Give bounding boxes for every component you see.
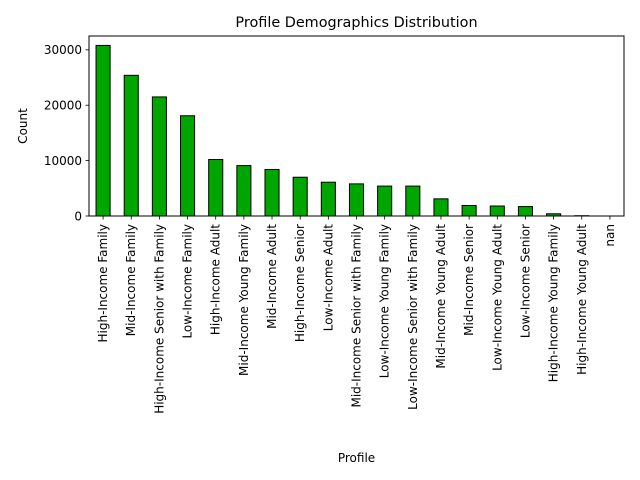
- x-axis-label: Profile: [338, 451, 375, 465]
- chart-title: Profile Demographics Distribution: [235, 15, 477, 31]
- y-axis-label: Count: [16, 108, 30, 144]
- x-axis-ticks: High-Income Family Mid-Income Family High-…: [96, 216, 617, 414]
- bar: [489, 205, 505, 217]
- x-tick-label: Low-Income Adult: [321, 224, 335, 331]
- x-tick-label: Mid-Income Adult: [265, 224, 279, 329]
- bar: [180, 115, 196, 217]
- x-tick-label: Low-Income Family: [181, 224, 195, 339]
- bar: [517, 206, 533, 217]
- x-tick-label: High-Income Family: [96, 224, 110, 343]
- x-tick-label: Low-Income Senior with Family: [406, 224, 420, 410]
- bar: [292, 176, 308, 217]
- bar: [236, 165, 252, 217]
- x-tick-label: High-Income Young Family: [547, 224, 561, 382]
- bar: [123, 74, 139, 217]
- bar: [377, 185, 393, 217]
- y-tick-label: 10000: [44, 154, 82, 168]
- bar: [405, 185, 421, 217]
- bar: [264, 168, 280, 217]
- plot-frame: [88, 35, 625, 217]
- bar: [208, 159, 224, 217]
- x-tick-label: High-Income Senior with Family: [152, 224, 166, 414]
- x-tick-label: Mid-Income Senior: [462, 224, 476, 336]
- y-tick-label: 20000: [44, 99, 82, 113]
- x-tick-label: Mid-Income Senior with Family: [350, 224, 364, 408]
- x-tick-label: Mid-Income Young Family: [237, 224, 251, 376]
- x-tick-label: Low-Income Young Family: [378, 224, 392, 378]
- bars-group: [95, 44, 590, 217]
- x-tick-label: Mid-Income Young Adult: [434, 224, 448, 369]
- y-tick-label: 0: [74, 209, 82, 223]
- bar: [348, 183, 365, 217]
- x-tick-label: Low-Income Senior: [518, 224, 532, 338]
- bar: [320, 181, 336, 217]
- y-tick-label: 30000: [44, 43, 82, 57]
- x-tick-label: High-Income Senior: [293, 224, 307, 342]
- bar: [433, 198, 449, 217]
- bar: [461, 204, 477, 217]
- y-axis-ticks: 0 10000 20000 30000: [44, 43, 89, 223]
- bar: [151, 96, 167, 217]
- x-tick-label: nan: [603, 224, 617, 247]
- x-tick-label: High-Income Young Adult: [575, 224, 589, 375]
- x-tick-label: High-Income Adult: [209, 224, 223, 335]
- bar: [95, 44, 111, 217]
- x-tick-label: Low-Income Young Adult: [490, 224, 504, 371]
- x-tick-label: Mid-Income Family: [124, 224, 138, 336]
